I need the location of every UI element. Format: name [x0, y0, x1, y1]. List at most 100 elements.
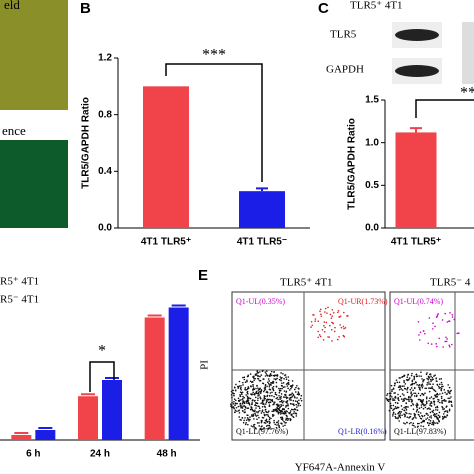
event-dot — [285, 417, 288, 420]
event-dot — [259, 396, 261, 398]
event-dot — [246, 380, 248, 383]
event-dot — [290, 387, 292, 390]
event-dot — [278, 404, 280, 406]
event-dot — [265, 420, 268, 422]
event-dot — [392, 413, 394, 416]
event-dot — [343, 311, 345, 314]
panel-label: E — [198, 267, 208, 284]
event-dot — [427, 414, 429, 416]
event-dot — [247, 423, 249, 426]
event-dot — [249, 418, 251, 421]
event-dot — [404, 423, 406, 425]
bar — [11, 435, 32, 440]
event-dot — [272, 413, 274, 416]
event-dot — [331, 315, 334, 317]
event-dot — [449, 312, 451, 314]
event-dot — [230, 394, 233, 396]
event-dot — [428, 381, 430, 383]
event-dot — [243, 405, 246, 407]
event-dot — [254, 409, 256, 411]
event-dot — [441, 406, 444, 409]
panel-text: TLR5⁺ 4T1 — [350, 0, 403, 12]
y-tick-label: 0.8 — [98, 109, 112, 120]
event-dot — [426, 417, 429, 419]
event-dot — [275, 426, 278, 429]
event-dot — [427, 342, 430, 345]
event-dot — [268, 380, 271, 382]
event-dot — [264, 385, 267, 387]
event-dot — [282, 400, 285, 403]
event-dot — [266, 398, 269, 401]
event-dot — [286, 385, 289, 387]
bar — [102, 380, 122, 440]
event-dot — [266, 395, 269, 398]
event-dot — [431, 386, 433, 388]
event-dot — [282, 396, 285, 398]
event-dot — [283, 420, 285, 423]
event-dot — [415, 417, 417, 419]
event-dot — [272, 415, 274, 418]
event-dot — [295, 386, 297, 389]
y-tick-label: 0.5 — [365, 180, 379, 191]
event-dot — [334, 326, 336, 329]
event-dot — [240, 389, 242, 391]
event-dot — [293, 396, 296, 398]
event-dot — [429, 408, 431, 411]
event-dot — [430, 343, 433, 345]
event-dot — [263, 427, 265, 430]
bar — [143, 86, 189, 228]
blot-label: TLR5 — [330, 29, 357, 41]
event-dot — [252, 409, 254, 412]
event-dot — [393, 384, 396, 387]
event-dot — [430, 402, 433, 404]
event-dot — [294, 408, 297, 411]
event-dot — [287, 403, 289, 405]
event-dot — [261, 405, 264, 408]
event-dot — [284, 396, 286, 399]
event-dot — [412, 417, 415, 419]
event-dot — [422, 407, 425, 410]
event-dot — [278, 394, 280, 397]
event-dot — [281, 385, 284, 387]
event-dot — [275, 421, 278, 424]
event-dot — [261, 416, 264, 419]
event-dot — [268, 404, 271, 406]
event-dot — [390, 392, 392, 395]
event-dot — [268, 385, 271, 388]
event-dot — [244, 381, 247, 384]
event-dot — [416, 384, 418, 386]
event-dot — [429, 387, 431, 390]
event-dot — [411, 393, 413, 396]
event-dot — [425, 402, 428, 405]
event-dot — [447, 397, 449, 400]
event-dot — [448, 344, 451, 347]
event-dot — [281, 423, 283, 425]
event-dot — [280, 409, 282, 412]
event-dot — [254, 374, 257, 376]
event-dot — [256, 402, 259, 405]
event-dot — [430, 380, 432, 383]
event-dot — [443, 389, 446, 391]
event-dot — [300, 399, 303, 402]
event-dot — [260, 412, 263, 414]
event-dot — [347, 315, 349, 317]
axis-label: YF647A-Annexin V — [295, 462, 386, 474]
event-dot — [406, 389, 408, 391]
event-dot — [401, 408, 404, 411]
event-dot — [448, 397, 451, 400]
event-dot — [429, 404, 431, 406]
event-dot — [245, 394, 248, 396]
event-dot — [386, 394, 388, 396]
y-axis-label: TLR5/GAPDH Ratio — [347, 118, 358, 210]
event-dot — [256, 372, 258, 375]
event-dot — [283, 408, 285, 410]
event-dot — [324, 311, 326, 313]
event-dot — [271, 387, 274, 389]
event-dot — [242, 410, 244, 412]
event-dot — [426, 383, 428, 386]
event-dot — [259, 379, 262, 382]
event-dot — [259, 387, 261, 390]
x-tick-label: 4T1 TLR5⁻ — [237, 237, 287, 248]
event-dot — [275, 381, 278, 384]
